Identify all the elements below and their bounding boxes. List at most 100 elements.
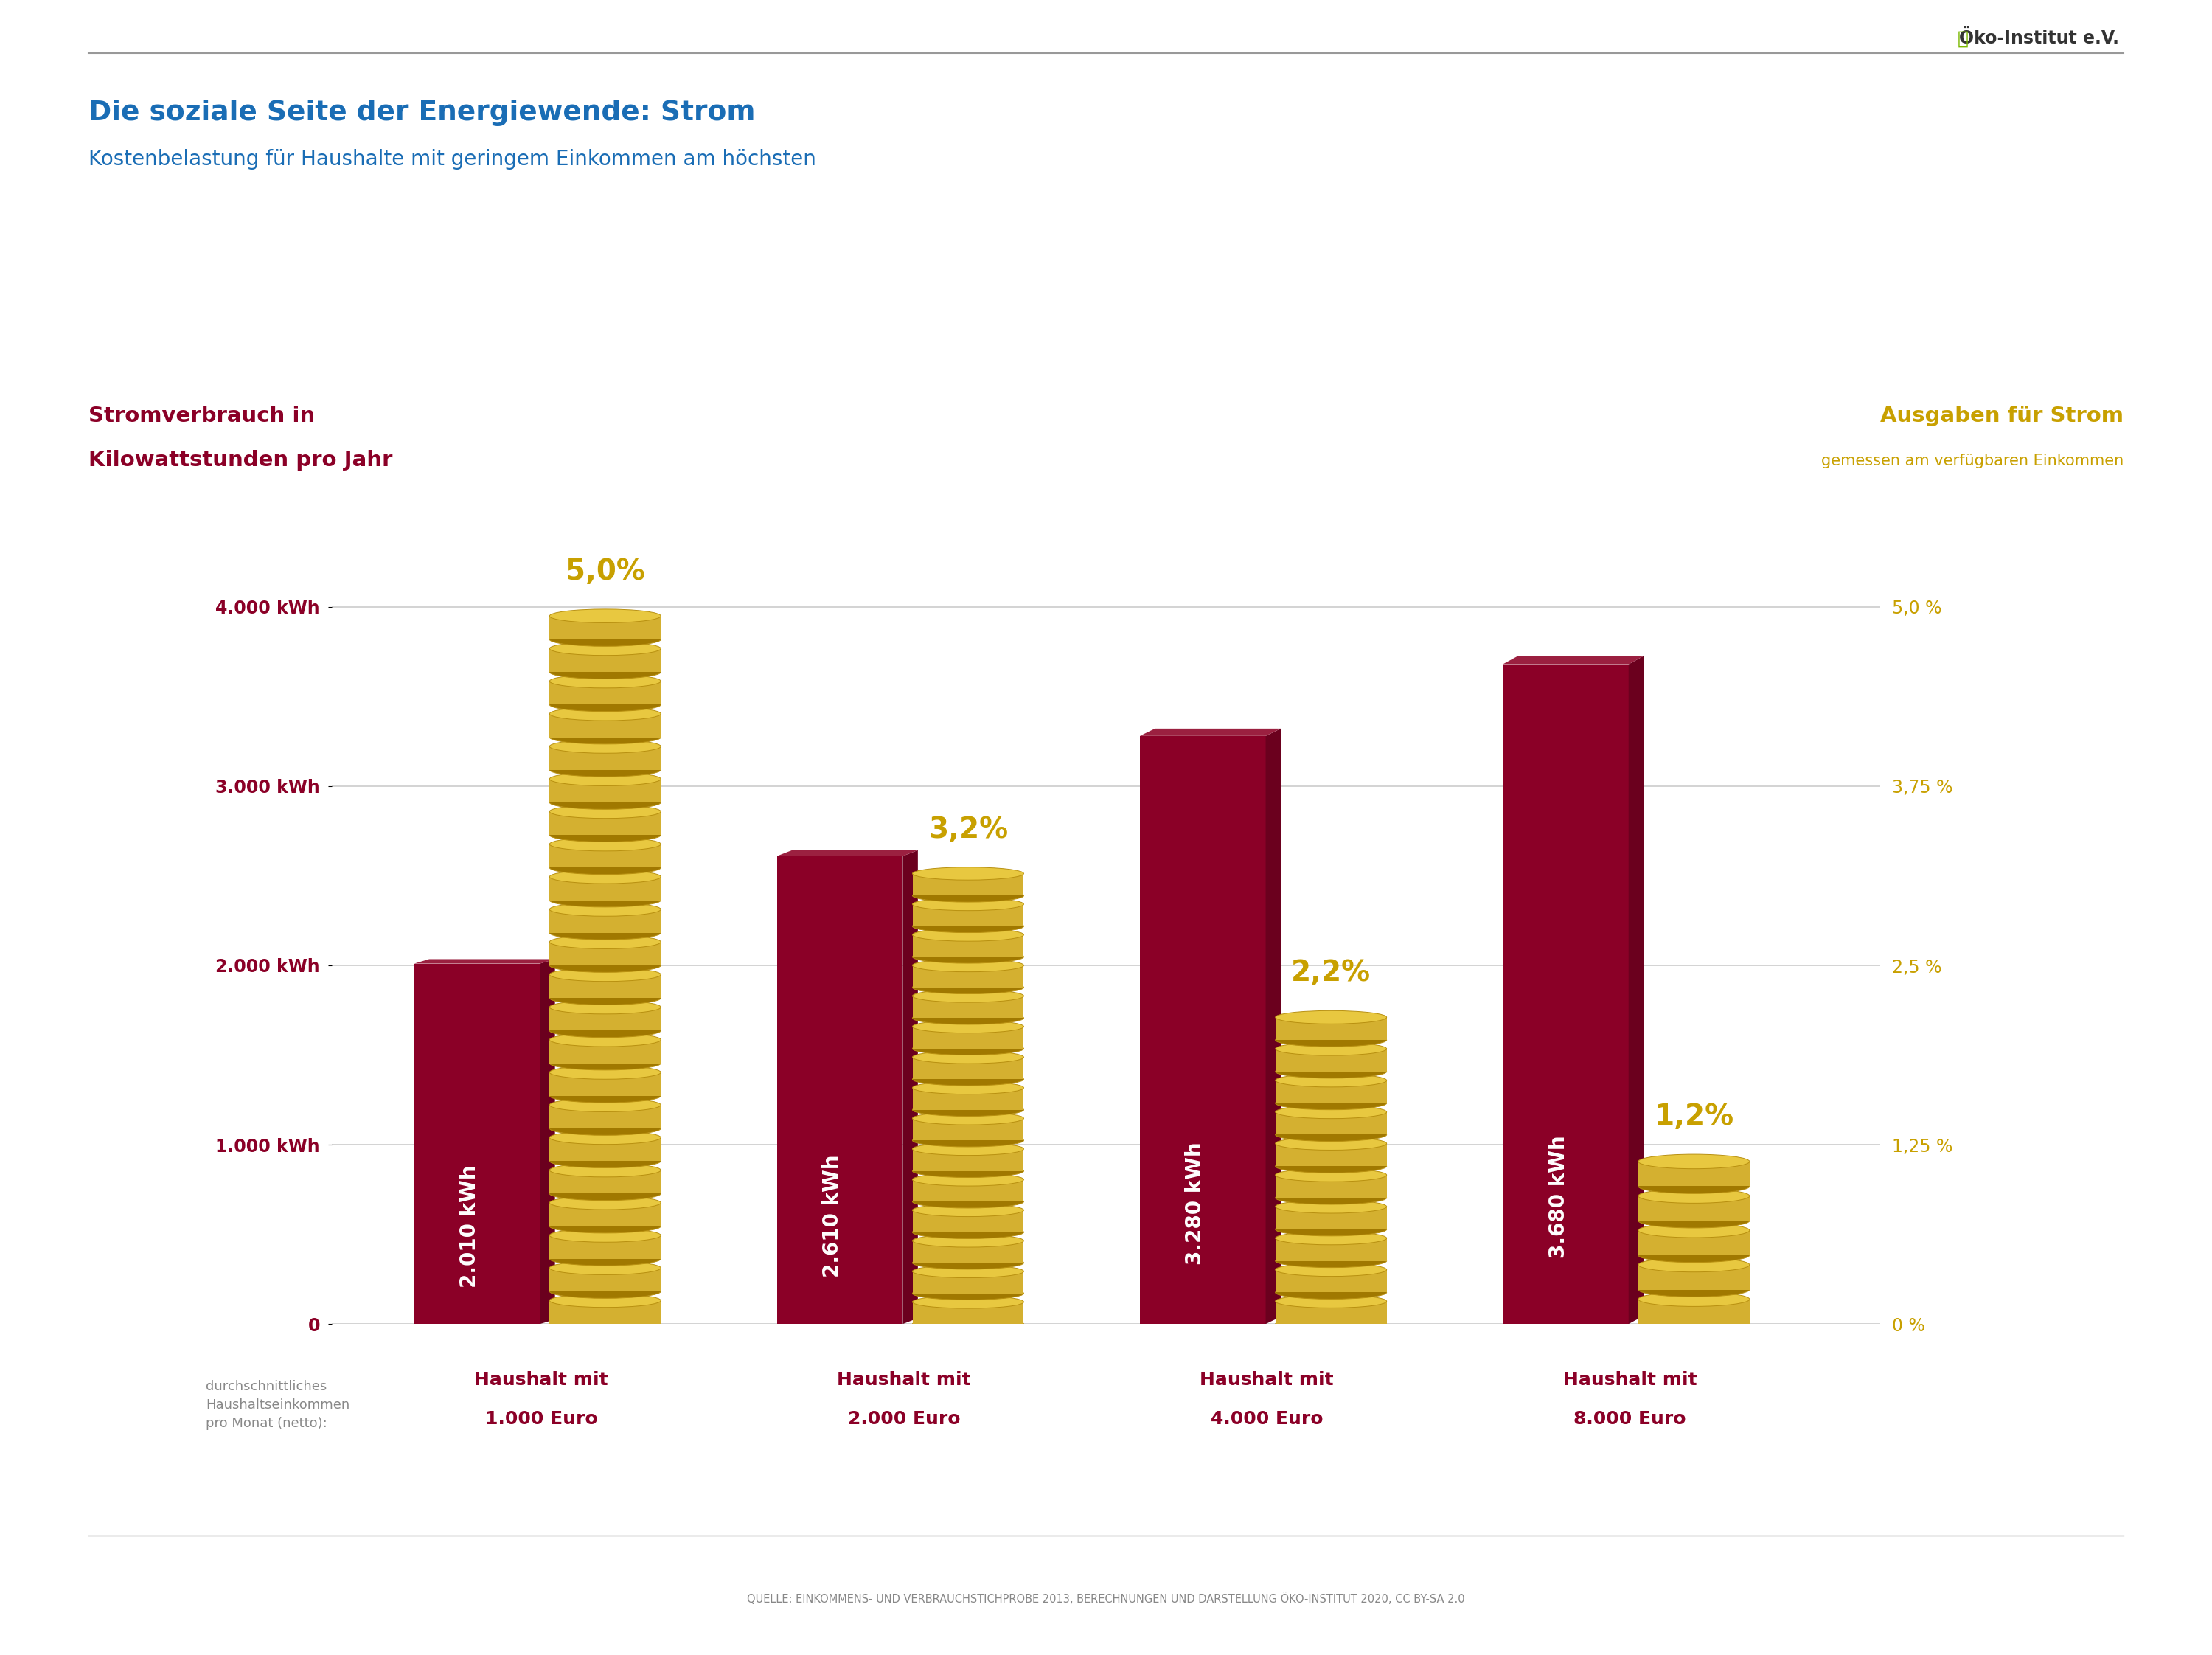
Ellipse shape <box>549 740 661 753</box>
Bar <box>1639 1162 1750 1187</box>
Text: 5,0%: 5,0% <box>566 558 646 586</box>
Polygon shape <box>902 851 918 1324</box>
Ellipse shape <box>1276 1033 1387 1046</box>
Polygon shape <box>1502 655 1644 664</box>
Ellipse shape <box>549 796 661 809</box>
Bar <box>911 904 1024 927</box>
Ellipse shape <box>911 1072 1024 1086</box>
Bar <box>911 1180 1024 1202</box>
Ellipse shape <box>911 990 1024 1003</box>
Ellipse shape <box>1276 1097 1387 1111</box>
Polygon shape <box>776 851 918 856</box>
Ellipse shape <box>1276 1043 1387 1056</box>
Ellipse shape <box>1276 1223 1387 1236</box>
Ellipse shape <box>911 1112 1024 1125</box>
Ellipse shape <box>549 1066 661 1079</box>
Ellipse shape <box>1276 1200 1387 1213</box>
Ellipse shape <box>549 1197 661 1210</box>
Ellipse shape <box>549 1130 661 1144</box>
Text: 8.000 Euro: 8.000 Euro <box>1573 1410 1686 1428</box>
Bar <box>911 1087 1024 1111</box>
Bar <box>1276 1144 1387 1167</box>
Ellipse shape <box>549 804 661 819</box>
Ellipse shape <box>549 1187 661 1200</box>
Bar <box>1276 1301 1387 1324</box>
Ellipse shape <box>549 1163 661 1177</box>
Ellipse shape <box>549 665 661 679</box>
Ellipse shape <box>911 981 1024 995</box>
Ellipse shape <box>1276 1074 1387 1087</box>
Ellipse shape <box>1276 1064 1387 1077</box>
Ellipse shape <box>549 1099 661 1112</box>
Ellipse shape <box>1276 1317 1387 1331</box>
Ellipse shape <box>549 707 661 720</box>
Text: Haushalt mit: Haushalt mit <box>836 1372 971 1389</box>
Ellipse shape <box>1639 1178 1750 1193</box>
Ellipse shape <box>549 642 661 655</box>
Ellipse shape <box>911 1051 1024 1064</box>
Ellipse shape <box>549 837 661 851</box>
Ellipse shape <box>1276 1263 1387 1276</box>
Bar <box>549 811 661 836</box>
Text: gemessen am verfügbaren Einkommen: gemessen am verfügbaren Einkommen <box>1820 453 2124 468</box>
Bar <box>549 1170 661 1193</box>
Text: Öko-Institut e.V.: Öko-Institut e.V. <box>1960 30 2119 48</box>
Ellipse shape <box>911 1195 1024 1208</box>
Ellipse shape <box>911 1134 1024 1147</box>
Text: 3,2%: 3,2% <box>929 816 1009 844</box>
Ellipse shape <box>549 1024 661 1038</box>
Ellipse shape <box>1276 1254 1387 1268</box>
Polygon shape <box>1139 728 1281 736</box>
Text: Ausgaben für Strom: Ausgaben für Strom <box>1880 405 2124 425</box>
Ellipse shape <box>549 1220 661 1233</box>
Bar <box>549 616 661 639</box>
Bar <box>549 942 661 965</box>
Bar <box>776 856 902 1324</box>
Ellipse shape <box>549 968 661 981</box>
Polygon shape <box>540 960 555 1324</box>
Ellipse shape <box>1639 1283 1750 1298</box>
Polygon shape <box>414 960 555 963</box>
Bar <box>911 935 1024 957</box>
Text: 2.010 kWh: 2.010 kWh <box>460 1165 480 1288</box>
Ellipse shape <box>1276 1286 1387 1299</box>
Text: Stromverbrauch in: Stromverbrauch in <box>88 405 314 425</box>
Ellipse shape <box>549 871 661 884</box>
Bar <box>549 1137 661 1162</box>
Bar <box>911 1210 1024 1233</box>
Bar <box>911 1026 1024 1049</box>
Ellipse shape <box>911 867 1024 880</box>
Ellipse shape <box>549 1284 661 1298</box>
Text: 1,2%: 1,2% <box>1655 1102 1734 1130</box>
Ellipse shape <box>1639 1317 1750 1331</box>
Ellipse shape <box>911 1288 1024 1299</box>
Text: QUELLE: EINKOMMENS- UND VERBRAUCHSTICHPROBE 2013, BERECHNUNGEN UND DARSTELLUNG Ö: QUELLE: EINKOMMENS- UND VERBRAUCHSTICHPR… <box>748 1592 1464 1605</box>
Bar <box>911 1149 1024 1172</box>
Bar <box>549 713 661 736</box>
Text: 2.000 Euro: 2.000 Euro <box>847 1410 960 1428</box>
Bar <box>549 1268 661 1291</box>
Ellipse shape <box>911 1256 1024 1269</box>
Ellipse shape <box>549 773 661 786</box>
Bar <box>911 1302 1024 1324</box>
Bar <box>1639 1299 1750 1324</box>
Ellipse shape <box>549 861 661 874</box>
Ellipse shape <box>1276 1192 1387 1205</box>
Ellipse shape <box>549 1154 661 1168</box>
Bar <box>1276 1206 1387 1230</box>
Ellipse shape <box>549 828 661 842</box>
Text: Haushalt mit: Haushalt mit <box>473 1372 608 1389</box>
Ellipse shape <box>549 1056 661 1071</box>
Ellipse shape <box>1276 1160 1387 1173</box>
Ellipse shape <box>549 902 661 917</box>
Ellipse shape <box>911 958 1024 971</box>
Ellipse shape <box>549 632 661 647</box>
Bar <box>911 874 1024 895</box>
Ellipse shape <box>911 1043 1024 1054</box>
Ellipse shape <box>911 920 1024 933</box>
Ellipse shape <box>1639 1223 1750 1238</box>
Ellipse shape <box>1639 1293 1750 1306</box>
Bar <box>911 1271 1024 1294</box>
Ellipse shape <box>549 1317 661 1331</box>
Text: 1.000 Euro: 1.000 Euro <box>484 1410 597 1428</box>
